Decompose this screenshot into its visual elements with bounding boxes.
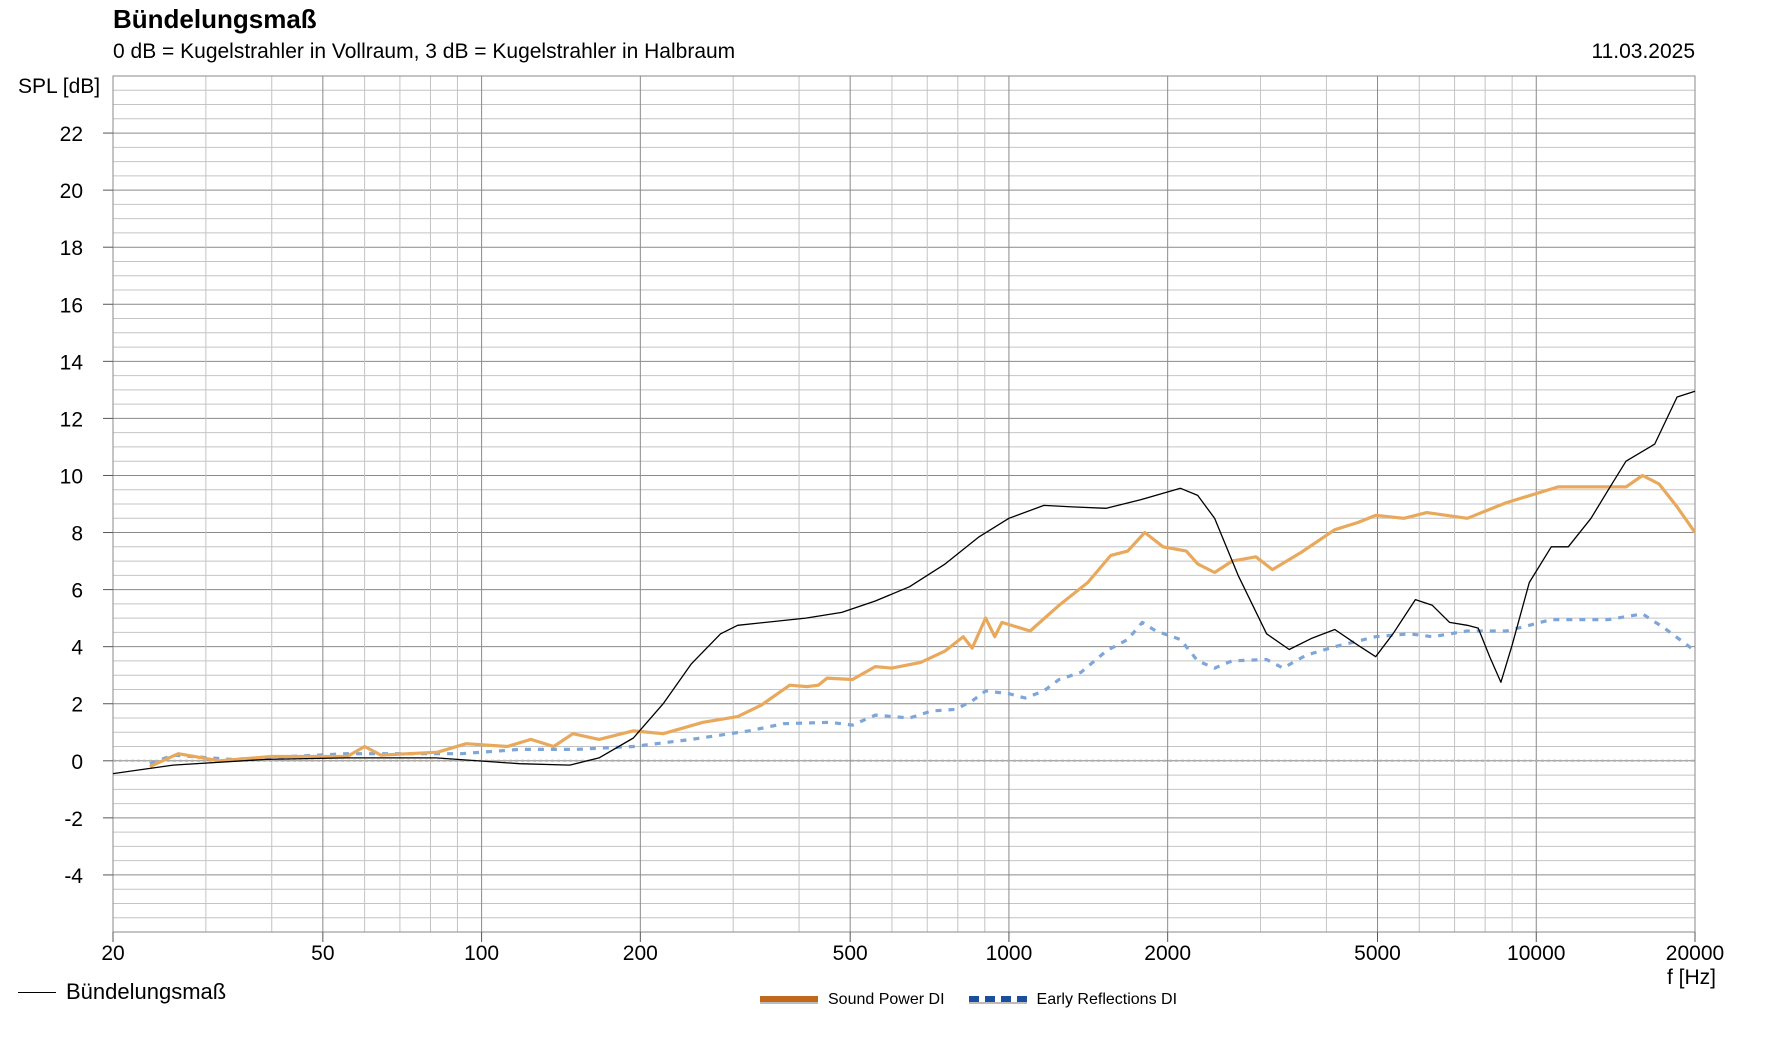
x-axis-label: f [Hz] xyxy=(1667,966,1717,989)
x-tick-label: 100 xyxy=(464,942,499,965)
x-tick-label: 20000 xyxy=(1666,942,1724,965)
y-tick-label: 2 xyxy=(71,694,83,717)
legend-bundelungsmass: Bündelungsmaß xyxy=(18,979,226,1005)
x-tick-label: 500 xyxy=(833,942,868,965)
chart-title: Bündelungsmaß xyxy=(113,4,317,34)
x-tick-label: 1000 xyxy=(986,942,1033,965)
y-tick-label: 0 xyxy=(71,751,83,774)
series-early-reflections-di-line xyxy=(149,612,1696,766)
y-tick-label: 10 xyxy=(60,465,83,488)
y-axis-label: SPL [dB] xyxy=(18,75,101,98)
x-tick-label: 10000 xyxy=(1507,942,1565,965)
grid xyxy=(112,75,1696,933)
y-tick-label: 14 xyxy=(60,351,84,374)
x-tick-label: 5000 xyxy=(1354,942,1401,965)
plot-border xyxy=(112,75,1696,933)
y-tick-label: 22 xyxy=(60,123,83,146)
series-bundelungsmass-line xyxy=(112,390,1696,775)
legend-label: Early Reflections DI xyxy=(1036,991,1178,1008)
y-tick-label: -2 xyxy=(64,808,83,831)
y-tick-label: 4 xyxy=(71,637,83,660)
series-sound-power-di-line xyxy=(149,473,1697,768)
legend-line-black xyxy=(18,991,56,993)
legend-label: Bündelungsmaß xyxy=(66,979,227,1004)
legend-di: Sound Power DI Early Reflections DI xyxy=(760,991,1177,1009)
chart-subtitle: 0 dB = Kugelstrahler in Vollraum, 3 dB =… xyxy=(113,40,736,63)
x-tick-label: 200 xyxy=(623,942,658,965)
series-group xyxy=(112,390,1697,775)
legend-swatch-early-reflections xyxy=(968,996,1027,1004)
legend-label: Sound Power DI xyxy=(828,991,945,1008)
x-tick-label: 50 xyxy=(311,942,334,965)
chart-date: 11.03.2025 xyxy=(1591,40,1695,63)
y-tick-label: 6 xyxy=(71,580,83,603)
legend-swatch-sound-power xyxy=(760,996,818,1004)
x-tick-label: 20 xyxy=(101,942,124,965)
y-tick-label: -4 xyxy=(64,865,83,888)
y-tick-label: 12 xyxy=(60,408,83,431)
x-tick-label: 2000 xyxy=(1144,942,1191,965)
y-tick-label: 18 xyxy=(60,237,83,260)
y-tick-label: 8 xyxy=(71,523,83,546)
y-tick-label: 16 xyxy=(60,294,83,317)
y-tick-label: 20 xyxy=(60,180,83,203)
